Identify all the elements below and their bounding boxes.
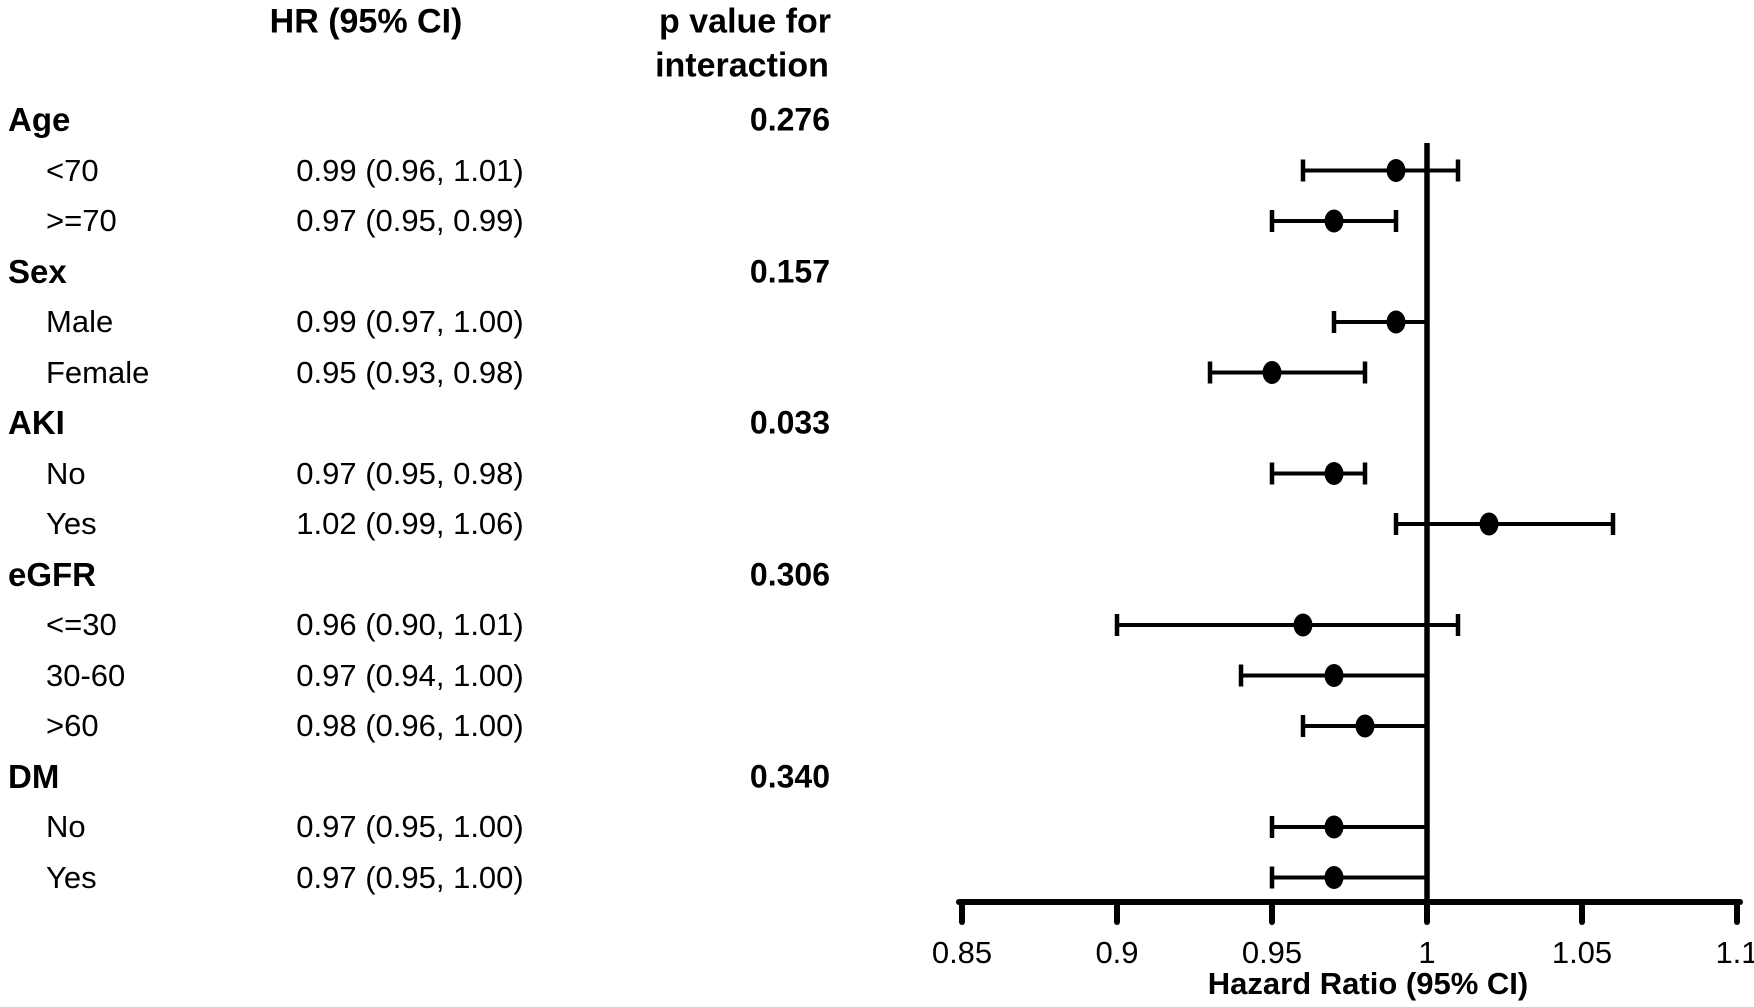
hr-ci-value: 0.99 (0.97, 1.00): [296, 304, 524, 339]
hr-point-marker: [1324, 866, 1344, 889]
p-interaction-value: 0.033: [749, 404, 830, 441]
item-label-30-60: 30-60: [46, 657, 126, 693]
hr-ci-value: 0.96 (0.90, 1.01): [296, 607, 524, 642]
hr-point-marker: [1324, 462, 1344, 485]
hr-ci-value: 0.97 (0.95, 1.00): [296, 859, 524, 895]
hr-point-marker: [1324, 209, 1344, 233]
item-label-no: No: [46, 809, 86, 844]
group-label-sex: Sex: [8, 252, 67, 290]
hr-ci-value: 0.97 (0.94, 1.00): [296, 657, 524, 693]
hr-ci-value: 0.98 (0.96, 1.00): [296, 708, 524, 743]
hr-point-marker: [1293, 613, 1313, 637]
p-column-header-line1: p value for: [659, 2, 831, 41]
hr-ci-value: 0.95 (0.93, 0.98): [296, 354, 524, 390]
x-axis-tick-label: 1.05: [1552, 935, 1612, 970]
item-label-yes: Yes: [46, 859, 97, 895]
item-label--70: <70: [46, 152, 99, 188]
x-axis-tick-label: 1: [1418, 935, 1435, 970]
x-axis-tick-label: 1.1: [1715, 935, 1754, 970]
group-label-egfr: eGFR: [8, 555, 97, 593]
x-axis-tick-label: 0.95: [1242, 935, 1302, 970]
p-interaction-value: 0.306: [749, 556, 830, 592]
hr-point-marker: [1262, 361, 1282, 384]
hr-point-marker: [1386, 159, 1406, 182]
hr-point-marker: [1479, 512, 1499, 536]
hr-column-header: HR (95% CI): [269, 2, 463, 41]
item-label-male: Male: [46, 304, 114, 339]
hr-ci-value: 0.97 (0.95, 0.99): [296, 203, 524, 238]
group-label-aki: AKI: [8, 404, 65, 441]
x-axis-tick-label: 0.85: [932, 935, 992, 970]
p-interaction-value: 0.340: [749, 758, 830, 794]
item-label--30: <=30: [46, 607, 117, 642]
p-column-header-line2: interaction: [655, 46, 829, 85]
hr-point-marker: [1324, 664, 1344, 687]
hr-ci-value: 0.97 (0.95, 1.00): [296, 809, 524, 844]
hr-point-marker: [1355, 714, 1375, 738]
x-axis-title: Hazard Ratio (95% CI): [1207, 966, 1529, 1001]
hr-ci-value: 0.99 (0.96, 1.01): [296, 152, 524, 188]
x-axis-tick-label: 0.9: [1095, 935, 1138, 970]
item-label-yes: Yes: [46, 506, 97, 541]
p-interaction-value: 0.157: [749, 253, 830, 289]
p-interaction-value: 0.276: [749, 101, 830, 138]
item-label--70: >=70: [46, 203, 117, 238]
item-label-no: No: [46, 455, 86, 491]
hr-point-marker: [1324, 815, 1344, 839]
hr-ci-value: 1.02 (0.99, 1.06): [296, 506, 524, 541]
group-label-age: Age: [8, 101, 71, 138]
hr-point-marker: [1386, 310, 1406, 334]
group-label-dm: DM: [8, 757, 60, 795]
item-label-female: Female: [46, 354, 150, 390]
hr-ci-value: 0.97 (0.95, 0.98): [296, 455, 524, 491]
item-label--60: >60: [46, 708, 99, 743]
